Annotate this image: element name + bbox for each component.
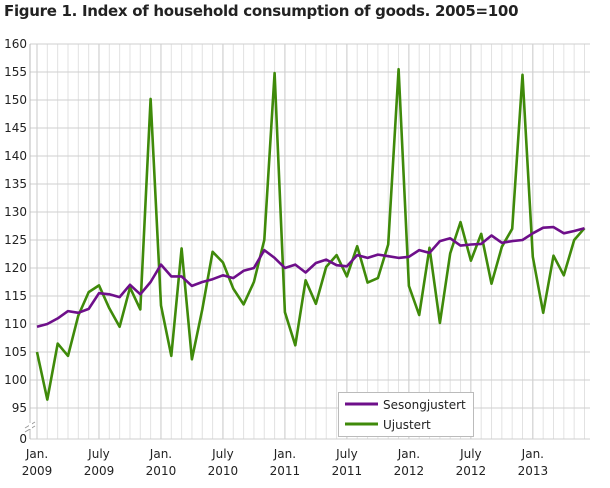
y-tick-label: 135 [4,177,27,191]
y-tick-label: 105 [4,345,27,359]
x-tick-label: July [335,447,358,461]
y-tick-label: 0 [19,432,27,446]
y-tick-label: 155 [4,65,27,79]
x-tick-label: 2012 [394,464,425,478]
legend [338,392,474,437]
x-tick-label: 2010 [208,464,239,478]
y-tick-label: 160 [4,37,27,51]
y-tick-label: 145 [4,121,27,135]
y-tick-label: 110 [4,317,27,331]
x-tick-label: Jan. [149,447,172,461]
legend-label: Ujustert [383,418,431,432]
x-tick-label: Jan. [25,447,48,461]
y-tick-label: 125 [4,233,27,247]
y-tick-label: 115 [4,289,27,303]
y-tick-label: 130 [4,205,27,219]
x-tick-label: Jan. [397,447,420,461]
y-tick-label: 95 [12,401,27,415]
x-tick-label: 2010 [146,464,177,478]
x-tick-label: July [211,447,234,461]
x-tick-label: July [459,447,482,461]
x-tick-label: 2009 [22,464,53,478]
series-line-sesongjustert [36,225,585,329]
x-tick-label: 2011 [332,464,363,478]
x-tick-label: 2011 [270,464,301,478]
series-line-ujustert [35,67,586,401]
x-tick-label: 2012 [456,464,487,478]
legend-label: Sesongjustert [383,398,466,412]
y-tick-label: 150 [4,93,27,107]
y-tick-label: 140 [4,149,27,163]
axis-break-gap [29,423,32,429]
x-tick-label: 2013 [518,464,549,478]
x-tick-label: Jan. [521,447,544,461]
chart-title: Figure 1. Index of household consumption… [4,2,519,20]
y-tick-label: 120 [4,261,27,275]
x-tick-label: Jan. [273,447,296,461]
x-tick-label: July [87,447,110,461]
x-tick-label: 2009 [84,464,115,478]
y-tick-label: 100 [4,373,27,387]
